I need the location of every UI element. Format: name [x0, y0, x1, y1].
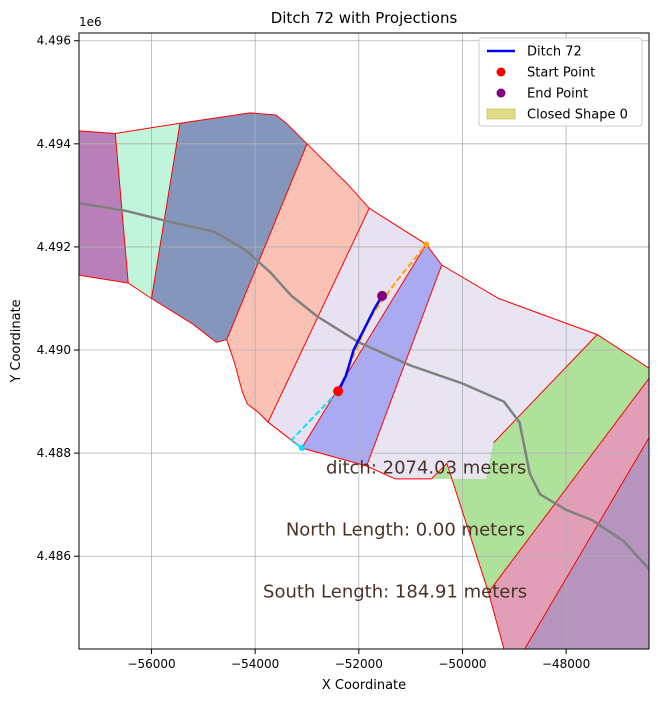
boundary-line-1 [151, 123, 181, 299]
ditch-line [336, 295, 384, 392]
x-tick-label-1: −54000 [231, 657, 279, 671]
lines-layer [79, 112, 649, 649]
points-layer [298, 241, 430, 451]
y-tick-label-3: 4.492 [37, 240, 71, 254]
region-5 [301, 244, 442, 466]
region-4 [268, 208, 427, 448]
x-tick-label-2: −52000 [335, 657, 383, 671]
end-point-marker [377, 290, 388, 301]
region-2 [151, 112, 307, 343]
plot-frame [78, 32, 650, 650]
boundary-line-7 [488, 378, 649, 593]
annotation-2: South Length: 184.91 meters [263, 581, 527, 602]
boundary-line-0 [114, 133, 129, 284]
region-6 [366, 265, 598, 479]
legend-box [478, 37, 643, 127]
outline-1 [79, 274, 505, 649]
region-3 [226, 143, 370, 423]
regions-layer [79, 112, 649, 649]
boundary-line-3 [267, 208, 370, 423]
legend-swatch-2 [496, 88, 506, 98]
boundary-line-2 [226, 143, 308, 340]
legend-label-1: Start Point [527, 66, 595, 81]
y-axis-label: Y Coordinate [9, 299, 24, 383]
x-tick-label-3: −50000 [438, 657, 486, 671]
outline-0 [79, 112, 649, 369]
y-tick-label-0: 4.486 [37, 549, 71, 563]
legend-label-3: Closed Shape 0 [527, 108, 628, 123]
annotation-1: North Length: 0.00 meters [286, 519, 525, 540]
annotation-0: ditch: 2074.03 meters [326, 458, 526, 479]
region-1 [115, 123, 180, 299]
region-8 [488, 378, 649, 649]
chart-title: Ditch 72 with Projections [271, 9, 458, 27]
region-7 [395, 334, 649, 593]
boundary-line-4 [301, 244, 427, 449]
legend-label-0: Ditch 72 [527, 45, 582, 60]
y-tick-label-5: 4.496 [37, 34, 71, 48]
legend-swatch-1 [496, 67, 506, 77]
annotations-layer: ditch: 2074.03 meters North Length: 0.00 … [263, 458, 527, 603]
y-tick-label-2: 4.490 [37, 343, 71, 357]
start-point-marker [333, 386, 344, 397]
y-tick-label-1: 4.488 [37, 446, 71, 460]
y-offset-label: 1e6 [79, 15, 102, 29]
legend: Ditch 72 Start Point End Point Closed Shape… [478, 37, 643, 127]
y-tick-label-4: 4.494 [37, 137, 71, 151]
boundary-line-5 [366, 264, 443, 467]
north-projection-line [337, 243, 427, 392]
boundary-line-8 [524, 437, 649, 649]
x-tick-label-4: −48000 [542, 657, 590, 671]
south-projection-line [290, 390, 339, 449]
ticks-layer: −56000 −54000 −52000 −50000 −48000 4.486 4.488… [37, 34, 591, 671]
x-axis-label: X Coordinate [322, 678, 406, 693]
legend-label-2: End Point [527, 87, 588, 102]
south-projection-point [298, 444, 305, 451]
road-line [79, 201, 649, 570]
legend-swatch-3 [486, 108, 516, 120]
north-projection-point [423, 241, 430, 248]
x-tick-label-0: −56000 [127, 657, 175, 671]
boundary-line-6 [493, 334, 598, 444]
